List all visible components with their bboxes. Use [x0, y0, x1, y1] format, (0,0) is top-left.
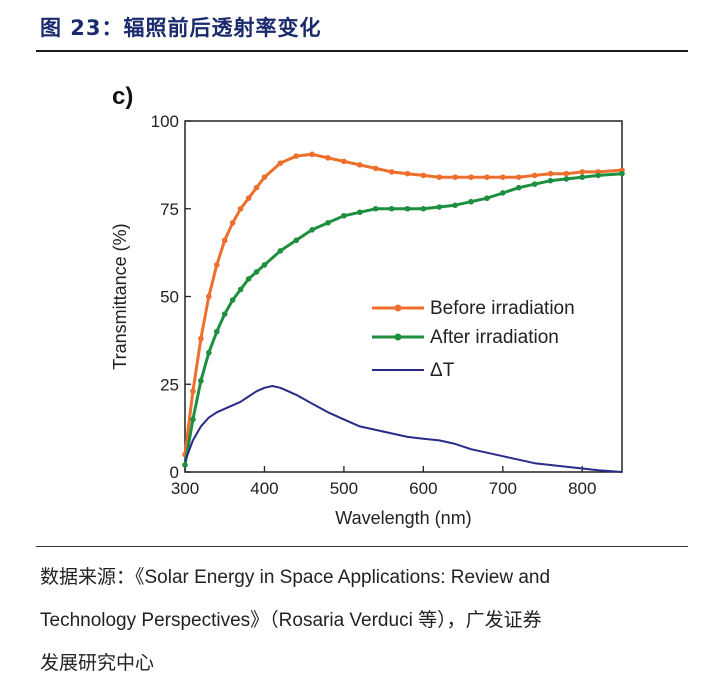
- transmittance-chart: c) 300 400 500 600 700 800 0 25 50 75 100 Waveleng…: [110, 83, 625, 528]
- before-irradiation-point: [309, 151, 315, 158]
- after-irradiation-point: [404, 205, 411, 212]
- before-irradiation-point: [468, 174, 474, 180]
- before-irradiation-point: [547, 170, 554, 177]
- after-irradiation-point: [372, 205, 379, 212]
- after-irradiation-point: [221, 311, 228, 317]
- after-irradiation-point: [293, 237, 300, 244]
- before-irradiation-point: [420, 172, 427, 179]
- before-irradiation-point: [261, 174, 268, 180]
- before-irradiation-point: [388, 169, 395, 175]
- legend-label-after-irradiation: After irradiation: [430, 327, 559, 348]
- after-irradiation-point: [190, 416, 196, 423]
- before-irradiation-point: [372, 165, 379, 172]
- y-tick-label: 50: [160, 288, 179, 307]
- after-irradiation-point: [500, 190, 506, 196]
- legend-label-before-irradiation: Before irradiation: [430, 298, 575, 319]
- before-irradiation-point: [484, 174, 490, 180]
- panel-label: c): [112, 83, 133, 110]
- x-tick-label: 700: [489, 479, 517, 498]
- after-irradiation-point: [341, 212, 347, 219]
- before-irradiation-point: [404, 170, 411, 177]
- x-tick-label: 800: [568, 479, 596, 498]
- after-irradiation-point: [388, 205, 395, 212]
- x-tick-label: 300: [171, 479, 199, 498]
- after-irradiation-point: [468, 198, 474, 205]
- source-line-1: 数据来源：《Solar Energy in Space Applications…: [40, 567, 551, 588]
- after-irradiation-point: [245, 276, 252, 282]
- after-irradiation-point: [595, 172, 601, 179]
- after-irradiation-point: [261, 262, 268, 268]
- after-irradiation-point: [619, 170, 625, 177]
- t-line: [184, 385, 623, 473]
- before-irradiation-point: [436, 174, 443, 180]
- before-irradiation-point: [531, 172, 538, 179]
- x-tick-label: 400: [250, 479, 278, 498]
- after-irradiation-point: [198, 377, 204, 384]
- source-line-2: Technology Perspectives》（Rosaria Verduci…: [40, 610, 542, 631]
- after-irradiation-point: [277, 248, 284, 254]
- before-irradiation-point: [515, 174, 522, 180]
- before-irradiation-point: [293, 153, 300, 159]
- before-irradiation-point: [206, 293, 212, 300]
- after-irradiation-point: [547, 177, 554, 184]
- legend-label-t: ΔT: [430, 360, 455, 381]
- before-irradiation-point: [221, 237, 228, 244]
- before-irradiation-point: [452, 174, 458, 180]
- after-irradiation-point: [484, 195, 490, 202]
- after-irradiation-point: [206, 349, 212, 356]
- after-irradiation-point: [579, 174, 586, 180]
- y-tick-label: 0: [170, 463, 179, 482]
- figure-title: 图 23：辐照前后透射率变化: [40, 16, 322, 40]
- source-note: 数据来源：《Solar Energy in Space Applications…: [40, 556, 690, 685]
- before-irradiation-point: [325, 155, 331, 161]
- before-irradiation-point: [500, 174, 506, 180]
- y-tick-label: 25: [160, 375, 179, 394]
- after-irradiation-point: [325, 219, 331, 226]
- y-axis-label: Transmittance (%): [110, 223, 130, 369]
- before-irradiation-point: [277, 160, 284, 166]
- title-divider: [36, 50, 688, 52]
- x-tick-label: 500: [330, 479, 358, 498]
- before-irradiation-point: [563, 170, 570, 177]
- legend-marker-after-irradiation: [394, 333, 402, 341]
- before-irradiation-point: [190, 388, 196, 395]
- before-irradiation-point: [253, 184, 260, 191]
- after-irradiation-point: [229, 297, 236, 303]
- after-irradiation-point: [563, 176, 570, 182]
- legend: Before irradiation After irradiation ΔT: [372, 298, 575, 381]
- after-irradiation-point: [515, 184, 522, 191]
- after-irradiation-point: [436, 204, 443, 210]
- after-irradiation-point: [213, 328, 220, 335]
- after-irradiation-point: [420, 205, 427, 212]
- y-tick-label: 75: [160, 200, 179, 219]
- legend-marker-before-irradiation: [394, 304, 402, 312]
- after-irradiation-point: [182, 462, 188, 468]
- source-divider: [36, 546, 688, 547]
- before-irradiation-point: [357, 162, 363, 168]
- after-irradiation-point: [452, 202, 458, 209]
- before-irradiation-point: [237, 205, 244, 212]
- before-irradiation-point: [245, 195, 252, 202]
- after-irradiation-point: [357, 209, 363, 216]
- after-irradiation-point: [531, 181, 538, 187]
- after-irradiation-point: [237, 286, 244, 293]
- after-irradiation-point: [309, 227, 315, 233]
- x-tick-label: 600: [409, 479, 437, 498]
- after-irradiation-point: [253, 269, 260, 275]
- x-axis-label: Wavelength (nm): [335, 508, 471, 528]
- before-irradiation-point: [229, 219, 236, 226]
- source-line-3: 发展研究中心: [40, 653, 155, 674]
- before-irradiation-point: [341, 158, 347, 165]
- before-irradiation-point: [198, 335, 204, 342]
- y-tick-label: 100: [151, 112, 179, 131]
- before-irradiation-point: [579, 169, 586, 175]
- before-irradiation-point: [213, 262, 220, 268]
- after-irradiation-line: [183, 172, 623, 466]
